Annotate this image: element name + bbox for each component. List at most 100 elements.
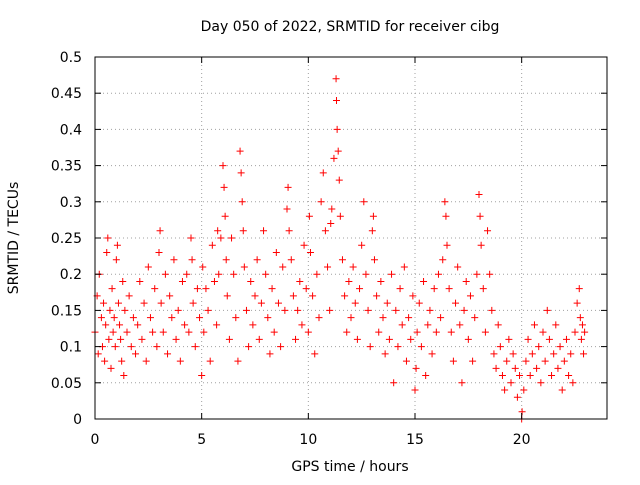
data-point	[503, 357, 511, 365]
data-point	[405, 314, 413, 322]
data-point	[464, 335, 472, 343]
data-point	[100, 299, 108, 307]
data-point	[287, 256, 295, 264]
data-point	[222, 256, 230, 264]
data-point	[321, 227, 329, 235]
data-point	[294, 306, 302, 314]
data-point	[360, 198, 368, 206]
data-point	[484, 227, 492, 235]
data-point	[264, 314, 272, 322]
data-point	[289, 292, 297, 300]
data-point	[576, 314, 584, 322]
data-point	[417, 343, 425, 351]
y-tick-label: 0.5	[60, 50, 82, 66]
data-point	[513, 393, 521, 401]
data-point	[449, 357, 457, 365]
data-point	[304, 328, 312, 336]
data-point	[409, 292, 417, 300]
data-point	[260, 227, 268, 235]
data-point	[528, 350, 536, 358]
y-tick-label: 0.25	[51, 231, 82, 247]
data-point	[306, 248, 314, 256]
data-point	[476, 212, 484, 220]
data-point	[379, 314, 387, 322]
data-point	[170, 256, 178, 264]
data-point	[498, 372, 506, 380]
data-point	[196, 314, 204, 322]
data-point	[199, 263, 207, 271]
data-point	[396, 285, 404, 293]
data-point	[285, 227, 293, 235]
y-axis-label: SRMTID / TECUs	[6, 182, 22, 295]
x-tick-label: 0	[91, 432, 100, 448]
data-point	[181, 321, 189, 329]
data-point	[366, 343, 374, 351]
data-point	[106, 306, 114, 314]
data-point	[253, 256, 261, 264]
data-point	[262, 270, 270, 278]
chart-title: Day 050 of 2022, SRMTID for receiver cib…	[201, 19, 500, 35]
data-point	[140, 299, 148, 307]
data-point	[541, 357, 549, 365]
data-point	[298, 321, 306, 329]
y-tick-label: 0.45	[51, 86, 82, 102]
data-point	[415, 299, 423, 307]
data-point	[565, 372, 573, 380]
data-point	[103, 248, 111, 256]
data-point	[193, 285, 201, 293]
data-point	[407, 335, 415, 343]
data-point	[108, 285, 116, 293]
data-point	[481, 328, 489, 336]
data-point	[330, 154, 338, 162]
data-point	[578, 321, 586, 329]
data-point	[134, 321, 142, 329]
data-point	[353, 335, 361, 343]
data-point	[168, 314, 176, 322]
data-point	[155, 248, 163, 256]
data-point	[338, 256, 346, 264]
data-point	[164, 350, 172, 358]
x-axis-label: GPS time / hours	[291, 459, 408, 475]
data-point	[118, 357, 126, 365]
data-point	[381, 350, 389, 358]
data-point	[188, 256, 196, 264]
data-point	[516, 372, 524, 380]
data-point	[191, 343, 199, 351]
data-point	[198, 372, 206, 380]
data-point	[479, 285, 487, 293]
data-point	[469, 357, 477, 365]
data-point	[117, 335, 125, 343]
data-point	[511, 364, 519, 372]
data-point	[345, 277, 353, 285]
y-tick-label: 0.4	[60, 122, 82, 138]
y-tick-label: 0.15	[51, 303, 82, 319]
data-point	[249, 321, 257, 329]
data-point	[441, 198, 449, 206]
data-point	[114, 299, 122, 307]
data-point	[434, 270, 442, 278]
data-point	[240, 263, 248, 271]
data-point	[364, 306, 372, 314]
data-point	[496, 343, 504, 351]
data-point	[225, 335, 233, 343]
data-point	[101, 357, 109, 365]
data-point	[424, 321, 432, 329]
data-point	[221, 212, 229, 220]
data-point	[530, 321, 538, 329]
data-point	[356, 285, 364, 293]
x-tick-labels: 0 5 10 15 20	[91, 432, 531, 448]
data-point	[156, 227, 164, 235]
data-point	[176, 357, 184, 365]
data-point	[486, 270, 494, 278]
data-point	[383, 299, 391, 307]
data-point	[392, 306, 400, 314]
data-point	[136, 277, 144, 285]
data-point	[104, 234, 112, 242]
data-point	[129, 314, 137, 322]
data-point	[443, 241, 451, 249]
data-point	[573, 299, 581, 307]
data-point	[237, 169, 245, 177]
data-point	[445, 285, 453, 293]
data-point	[358, 241, 366, 249]
